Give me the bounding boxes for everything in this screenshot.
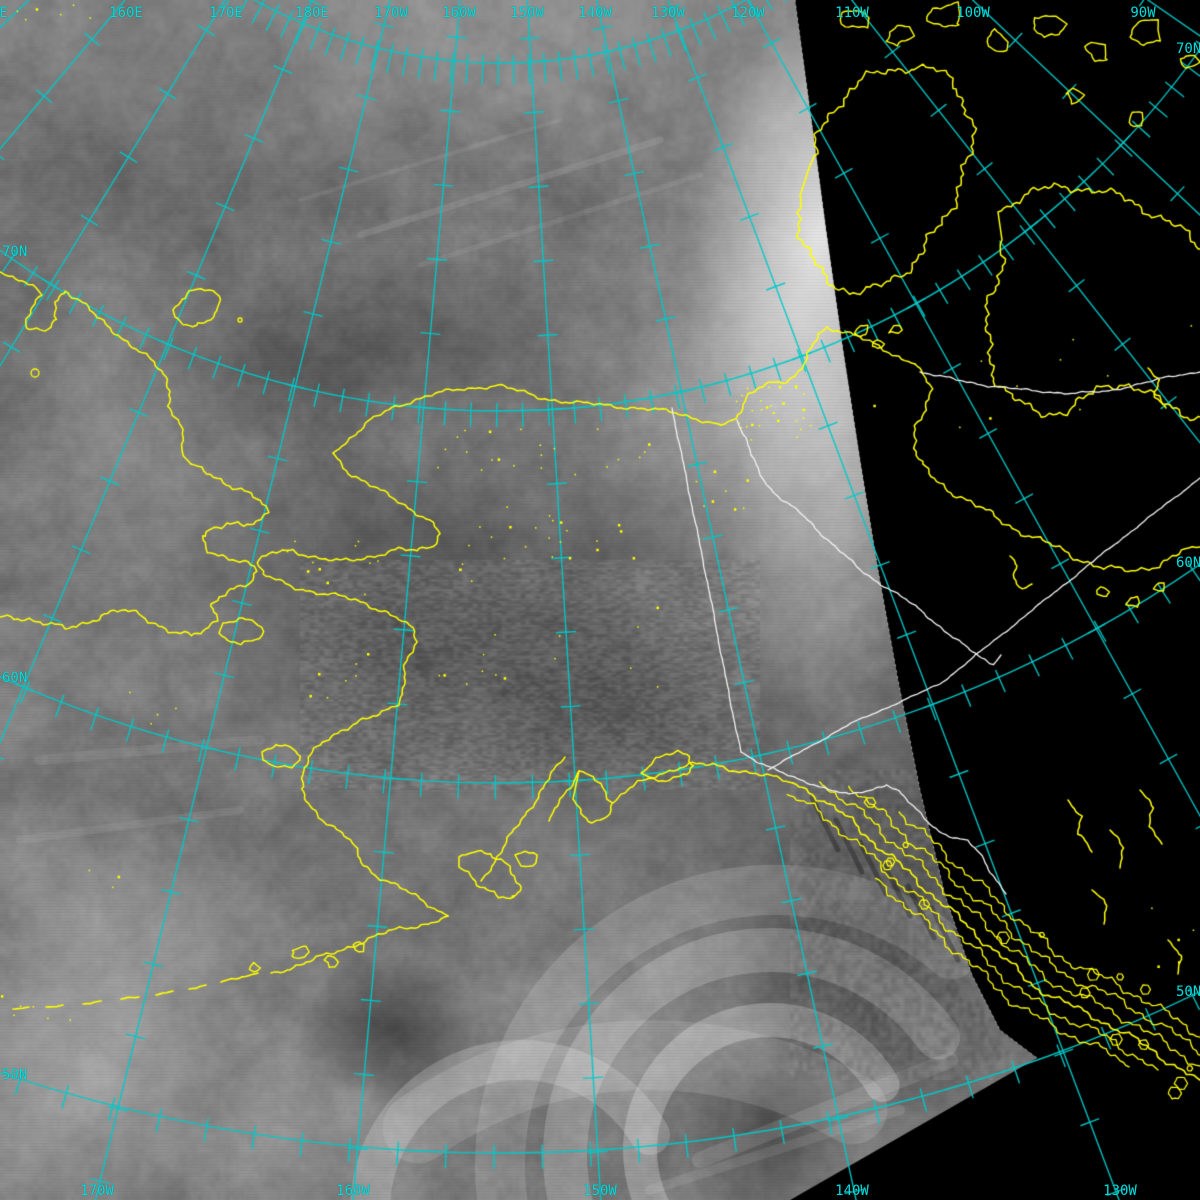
satellite-map-viewport: 150E160E170E180E170W160W150W140W130W120W… (0, 0, 1200, 1200)
satellite-composite-canvas (0, 0, 1200, 1200)
